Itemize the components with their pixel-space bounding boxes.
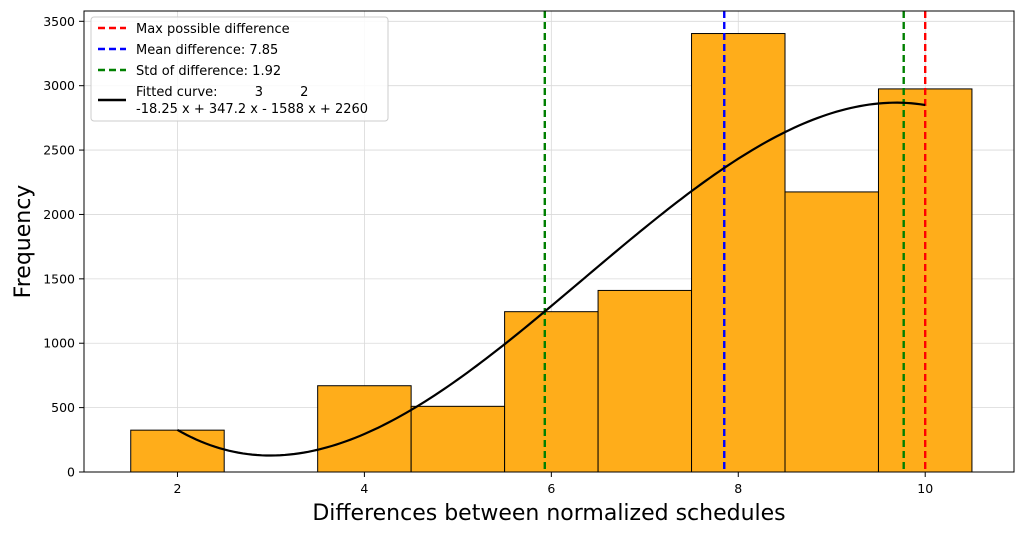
x-tick-label: 8 [734,481,742,496]
x-tick-label: 10 [917,481,933,496]
histogram-bar [410,405,506,473]
legend-label: Std of difference: 1.92 [136,64,281,79]
plot-frame [83,10,1015,473]
histogram-bar [597,289,693,473]
y-tick-label: 2500 [43,143,75,158]
histogram-bar [317,385,412,473]
y-tick-label: 500 [51,400,75,415]
x-axis-label: Differences between normalized schedules [312,501,785,526]
legend-box [90,16,389,122]
legend-label: Mean difference: 7.85 [136,43,278,58]
x-tick-label: 6 [547,481,555,496]
histogram-bar [504,311,599,473]
fitted-curve-line [176,101,926,457]
y-tick-label: 2000 [43,207,75,222]
histogram-bar [784,191,879,473]
histogram-bar [691,33,786,473]
x-tick-label: 4 [360,481,368,496]
y-tick-label: 3000 [43,78,75,93]
legend-label: -18.25 x + 347.2 x - 1588 x + 2260 [136,102,368,117]
y-tick-label: 1500 [43,271,75,286]
y-axis-label: Frequency [11,185,36,299]
x-axis-ticks: 2 4 6 8 10 [173,472,933,496]
y-axis-ticks: 0 500 1000 1500 2000 2500 3000 3500 [43,14,84,480]
legend-label: Fitted curve: 3 2 [136,85,308,100]
y-tick-label: 3500 [43,14,75,29]
legend-label: Max possible difference [136,22,290,37]
y-tick-label: 0 [67,465,75,480]
histogram-bar [130,429,225,473]
x-tick-label: 2 [173,481,181,496]
legend: Max possible difference Mean difference: … [90,16,389,122]
y-tick-label: 1000 [43,336,75,351]
